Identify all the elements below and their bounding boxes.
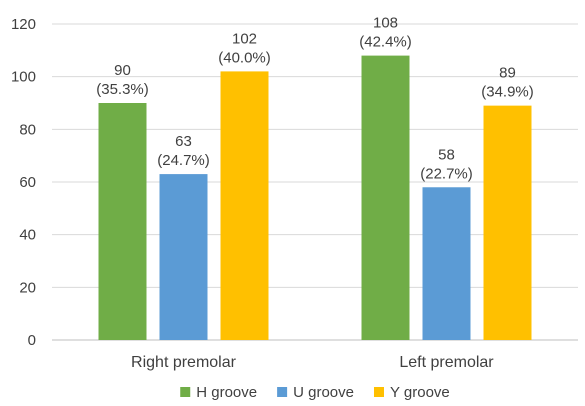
- data-label-percent: (42.4%): [359, 34, 412, 51]
- data-labels: 90 (35.3%) 63 (24.7%) 102 (40.0%) 108 (42.4%) 58…: [96, 15, 534, 183]
- legend-swatch: [180, 387, 191, 397]
- x-axis-category-labels: Right premolar Left premolar: [131, 354, 494, 371]
- y-tick-label: 40: [19, 227, 36, 244]
- y-tick-label: 20: [19, 279, 36, 296]
- legend-label: U groove: [293, 384, 354, 401]
- legend-label: H groove: [196, 384, 257, 401]
- legend-label: Y groove: [390, 384, 450, 401]
- data-label-value: 90: [114, 62, 131, 79]
- legend-item: Y groove: [373, 384, 450, 401]
- legend: H groove U groove Y groove: [180, 384, 450, 401]
- data-label-value: 63: [175, 133, 192, 150]
- legend-swatch: [277, 387, 288, 397]
- bar-h-groove: [361, 55, 410, 340]
- y-tick-label: 0: [28, 332, 36, 349]
- data-label-value: 58: [438, 146, 455, 163]
- data-label-value: 108: [373, 15, 398, 32]
- y-tick-label: 60: [19, 174, 36, 191]
- legend-item: H groove: [180, 384, 257, 401]
- data-label-value: 102: [232, 30, 257, 47]
- data-label-percent: (22.7%): [420, 165, 473, 182]
- y-tick-label: 120: [11, 16, 36, 33]
- y-tick-label: 100: [11, 69, 36, 86]
- legend-item: U groove: [277, 384, 354, 401]
- data-label-value: 89: [499, 65, 516, 82]
- bar-h-groove: [98, 103, 147, 340]
- bar-y-groove: [483, 105, 532, 340]
- y-axis-tick-labels: 0 20 40 60 80 100 120: [11, 16, 36, 349]
- data-label-percent: (35.3%): [96, 81, 149, 98]
- bars: [98, 55, 532, 341]
- x-category-label: Right premolar: [131, 354, 237, 371]
- y-tick-label: 80: [19, 121, 36, 138]
- bar-u-groove: [159, 174, 208, 340]
- bar-y-groove: [220, 71, 269, 341]
- data-label-percent: (40.0%): [218, 49, 271, 66]
- x-category-label: Left premolar: [399, 354, 494, 371]
- data-label-percent: (24.7%): [157, 152, 210, 169]
- legend-swatch: [373, 387, 384, 397]
- bar-u-groove: [422, 187, 471, 340]
- data-label-percent: (34.9%): [481, 84, 534, 101]
